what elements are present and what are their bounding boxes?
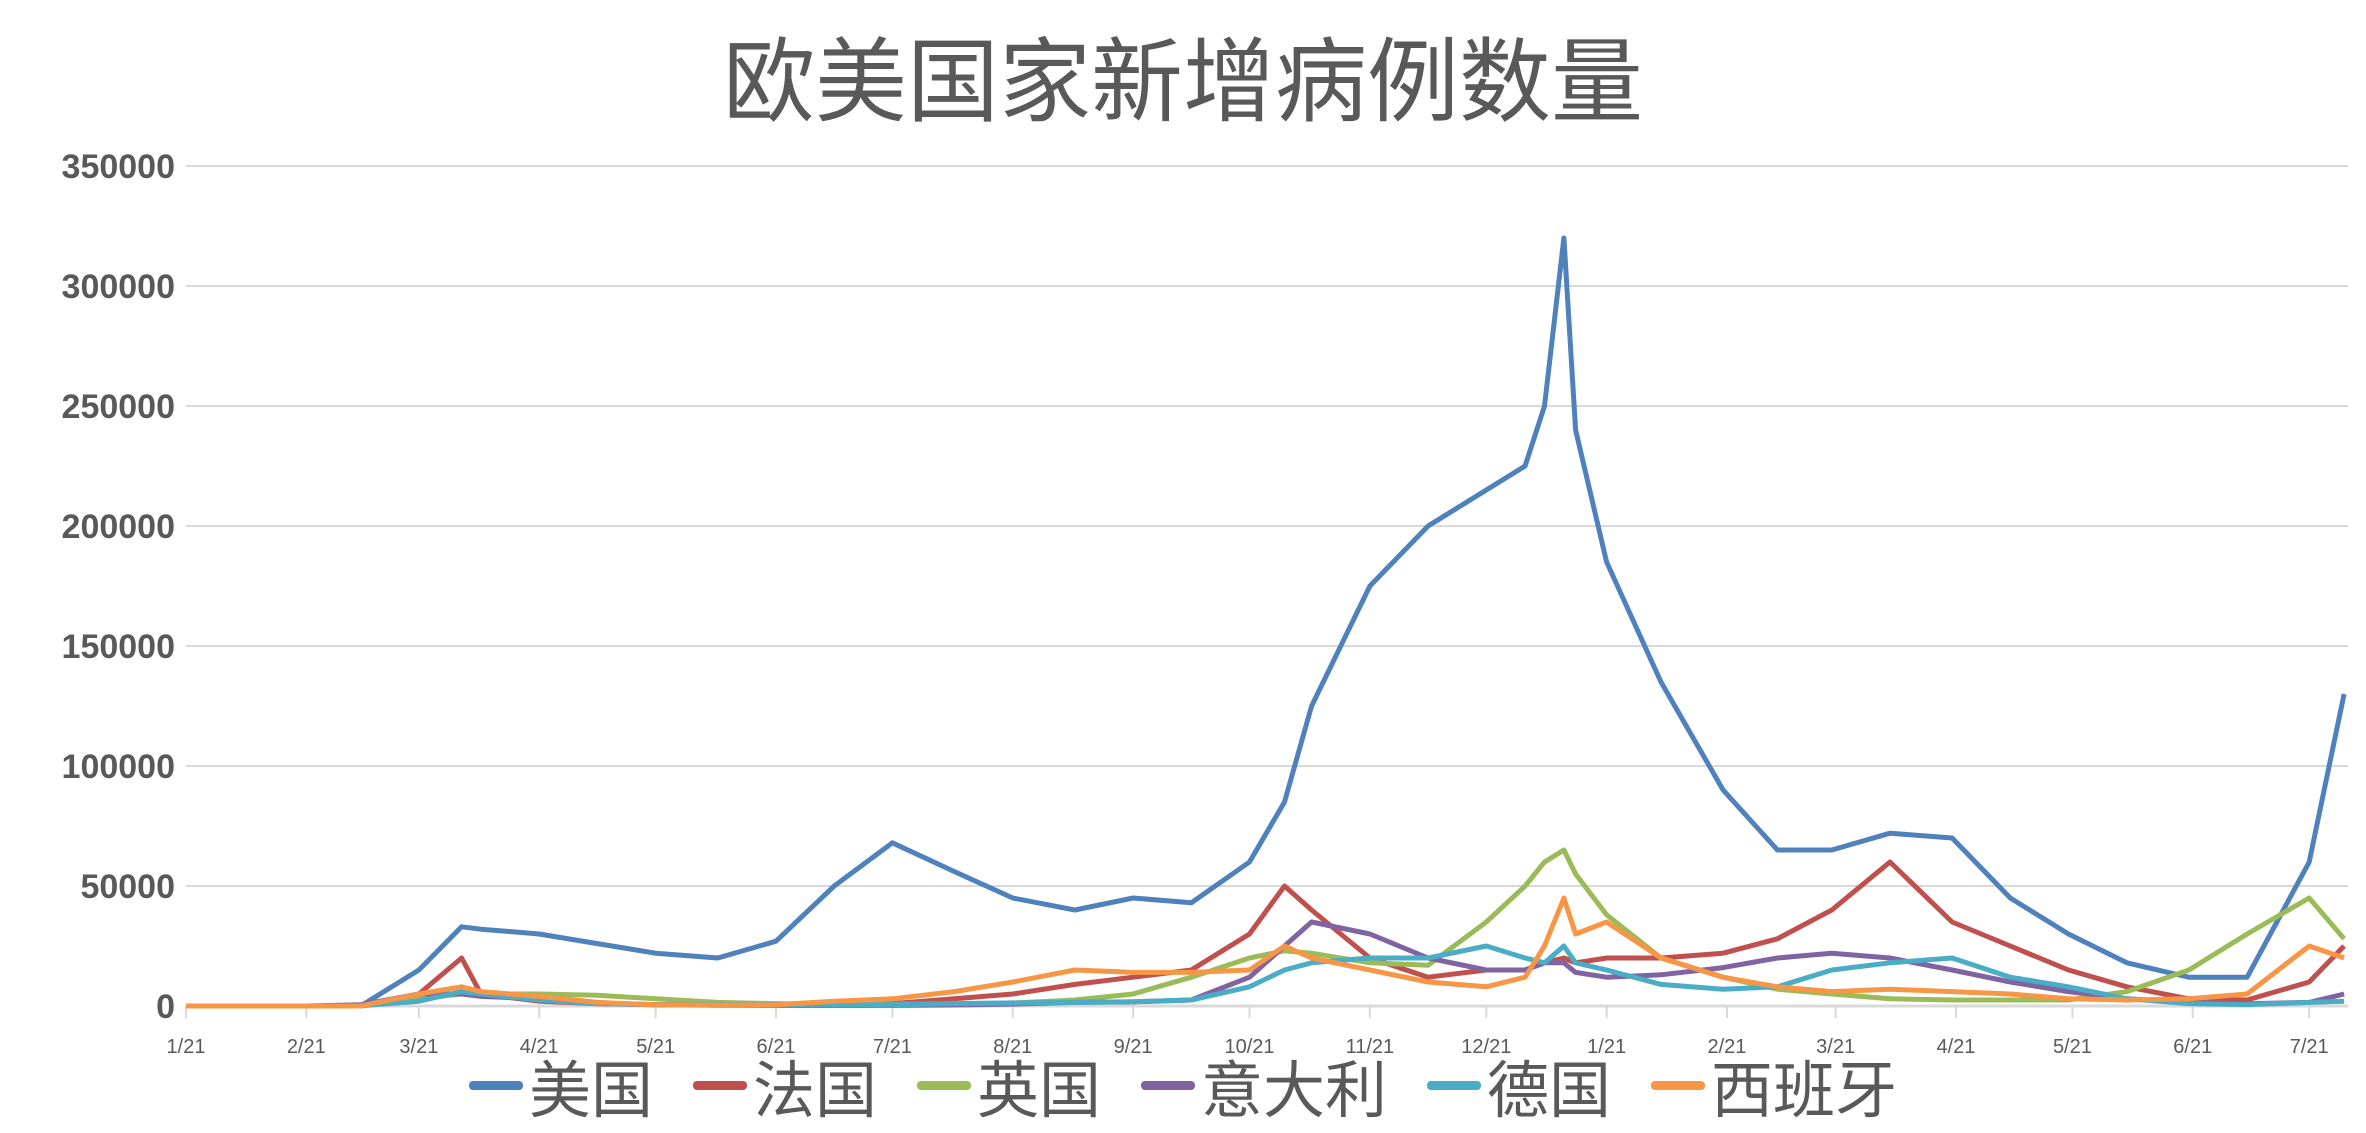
- x-tick-label: 11/21: [1346, 1036, 1395, 1058]
- legend-swatch: [1651, 1080, 1706, 1090]
- y-tick-label: 100000: [62, 748, 175, 786]
- legend-swatch: [1141, 1080, 1195, 1090]
- legend-swatch: [692, 1080, 747, 1090]
- legend-label: 美国: [528, 1054, 653, 1127]
- legend-label: 法国: [752, 1054, 877, 1127]
- x-tick-label: 10/21: [1225, 1036, 1275, 1058]
- legend-item: 英国: [916, 1040, 1101, 1130]
- x-tick-label: 7/21: [2290, 1036, 2329, 1058]
- legend: 美国 法国 英国 意大利 德国 西班牙: [0, 1040, 2366, 1130]
- chart-title: 欧美国家新增病例数量: [722, 29, 1643, 136]
- series-line-美国: [186, 235, 2347, 1009]
- series-line-西班牙: [186, 895, 2345, 1009]
- legend-item: 西班牙: [1651, 1040, 1897, 1130]
- legend-label: 西班牙: [1711, 1054, 1898, 1127]
- legend-label: 英国: [976, 1054, 1101, 1127]
- legend-item: 法国: [692, 1040, 877, 1130]
- x-tick-label: 6/21: [757, 1036, 796, 1058]
- legend-swatch: [1427, 1080, 1482, 1090]
- x-tick-label: 2/21: [1707, 1036, 1746, 1058]
- legend-label: 意大利: [1201, 1054, 1388, 1127]
- x-tick-label: 3/21: [399, 1036, 438, 1058]
- x-tick-label: 8/21: [993, 1036, 1032, 1058]
- x-tick-label: 9/21: [1114, 1036, 1153, 1058]
- x-tick-label: 2/21: [287, 1036, 326, 1058]
- legend-item: 意大利: [1141, 1040, 1387, 1130]
- y-tick-label: 250000: [62, 388, 175, 426]
- x-tick-label: 1/21: [1587, 1036, 1626, 1058]
- y-tick-label: 300000: [62, 268, 175, 306]
- legend-item: 德国: [1427, 1040, 1611, 1130]
- x-tick-label: 1/21: [167, 1036, 206, 1058]
- x-tick-label: 5/21: [636, 1036, 675, 1058]
- x-tick-label: 3/21: [1816, 1036, 1855, 1058]
- x-tick-label: 4/21: [1936, 1036, 1975, 1058]
- x-tick-label: 4/21: [520, 1036, 559, 1058]
- legend-item: 美国: [468, 1040, 653, 1130]
- y-tick-label: 150000: [62, 628, 175, 666]
- y-tick-label: 0: [156, 988, 175, 1026]
- legend-label: 德国: [1487, 1054, 1612, 1127]
- legend-swatch: [468, 1080, 523, 1090]
- y-tick-label: 350000: [62, 148, 175, 186]
- x-tick-label: 6/21: [2173, 1036, 2212, 1058]
- y-tick-label: 200000: [62, 508, 175, 546]
- x-tick-label: 5/21: [2053, 1036, 2092, 1058]
- legend-swatch: [916, 1080, 971, 1090]
- x-tick-label: 7/21: [873, 1036, 912, 1058]
- y-tick-label: 50000: [80, 868, 175, 906]
- x-tick-label: 12/21: [1461, 1036, 1511, 1058]
